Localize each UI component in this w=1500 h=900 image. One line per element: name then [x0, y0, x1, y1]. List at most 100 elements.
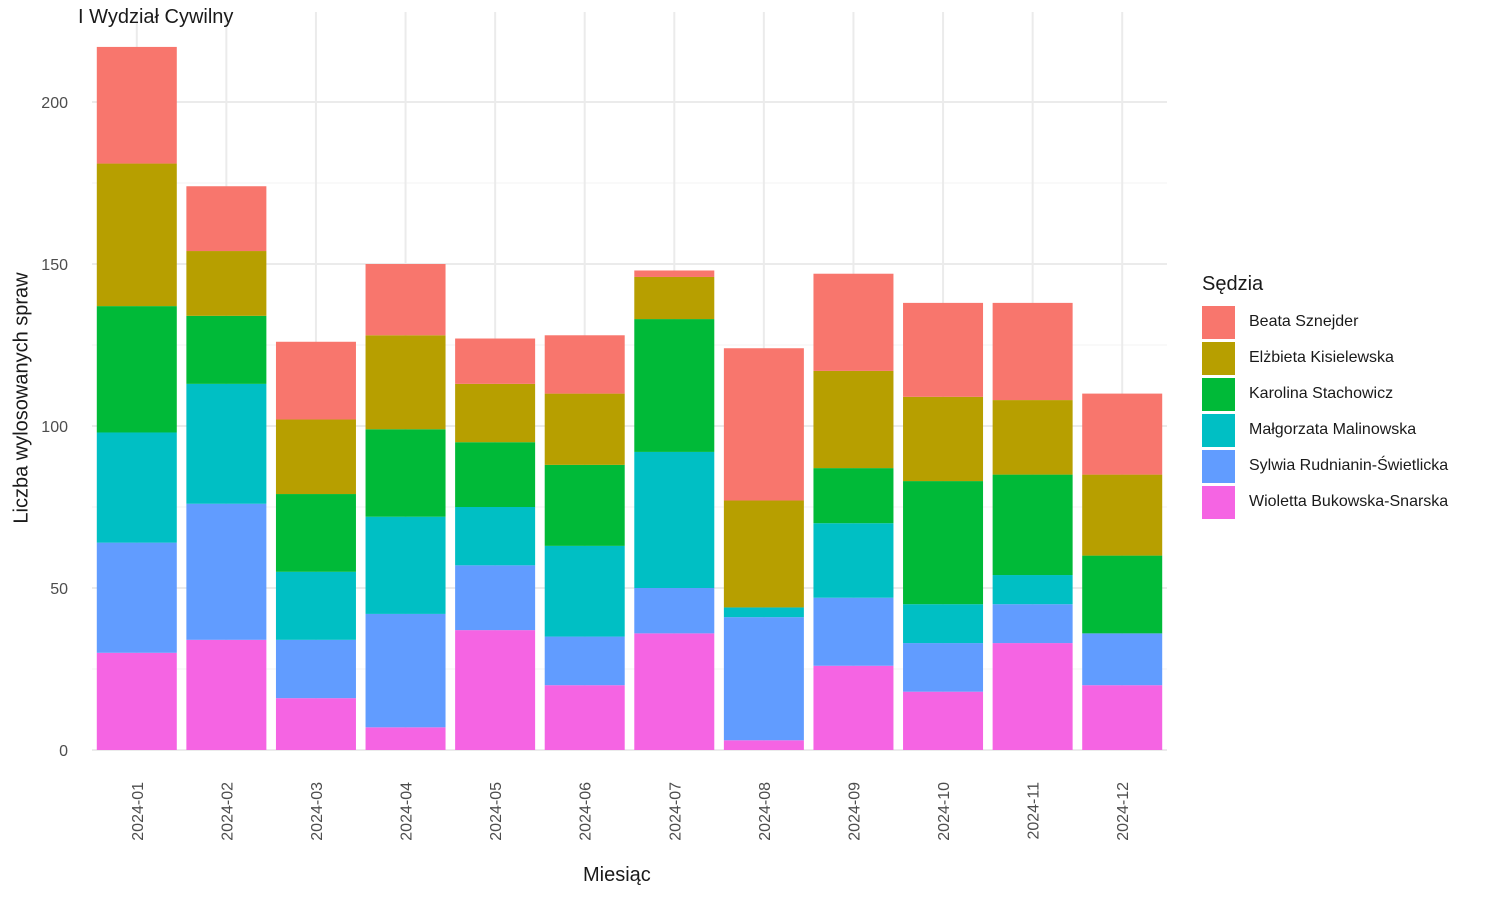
bar-segment [813, 370, 894, 469]
bar-segment [365, 516, 446, 614]
bar-segment [544, 545, 625, 637]
bar-segment [903, 302, 984, 397]
bar-segment [186, 315, 267, 384]
x-tick-label: 2024-11 [1026, 782, 1043, 840]
bar-segment [96, 306, 177, 433]
bar-segment [634, 276, 715, 320]
bar-segment [903, 691, 984, 750]
bar-segment [544, 636, 625, 686]
x-tick-label: 2024-08 [757, 782, 774, 841]
bar-segment [903, 643, 984, 692]
legend-swatch [1202, 377, 1235, 411]
legend: Sędzia Beata Sznejder Elżbieta Kisielewsk… [1202, 273, 1448, 520]
bar-segment [455, 338, 536, 384]
y-tick-label: 0 [59, 743, 68, 760]
legend-item: Karolina Stachowicz [1202, 376, 1448, 412]
legend-items: Beata Sznejder Elżbieta Kisielewska Karoli… [1202, 304, 1448, 520]
legend-swatch [1202, 413, 1235, 447]
bar-segment [723, 348, 804, 501]
bar-segment [992, 400, 1073, 475]
legend-swatch [1202, 449, 1235, 483]
legend-label: Elżbieta Kisielewska [1249, 349, 1394, 366]
legend-label: Małgorzata Malinowska [1249, 421, 1417, 438]
x-tick-label: 2024-12 [1115, 782, 1132, 841]
bar-segment [723, 500, 804, 608]
y-tick-labels: 0 50 100 150 200 [41, 95, 68, 760]
bar-segment [96, 652, 177, 750]
bar-segment [903, 481, 984, 605]
x-tick-label: 2024-01 [130, 782, 147, 841]
x-tick-label: 2024-02 [219, 782, 236, 841]
bar-segment [813, 523, 894, 598]
bar-segment [544, 393, 625, 465]
bar-segment [96, 542, 177, 653]
legend-item: Wioletta Bukowska-Snarska [1202, 484, 1448, 520]
bar-segment [365, 613, 446, 728]
bar-segment [455, 442, 536, 507]
bar-segment [903, 604, 984, 644]
legend-swatch [1202, 485, 1235, 519]
bar-segment [634, 319, 715, 452]
x-tick-label: 2024-07 [667, 782, 684, 841]
legend-label: Wioletta Bukowska-Snarska [1249, 493, 1449, 510]
bar-segment [455, 383, 536, 443]
legend-label: Sylwia Rudnianin-Świetlicka [1249, 457, 1449, 474]
bar-segment [275, 341, 356, 420]
bar-segment [365, 264, 446, 336]
bar-segment [365, 335, 446, 430]
bar-segment [544, 335, 625, 394]
bar-segment [186, 639, 267, 750]
x-tick-label: 2024-04 [399, 782, 416, 841]
x-tick-label: 2024-06 [578, 782, 595, 841]
legend-swatch [1202, 305, 1235, 339]
x-tick-labels: 2024-01 2024-02 2024-03 2024-04 2024-05 2024-… [130, 782, 1132, 841]
bar-segment [455, 630, 536, 750]
legend-item: Beata Sznejder [1202, 304, 1448, 340]
bar-segment [634, 633, 715, 750]
x-tick-label: 2024-03 [309, 782, 326, 841]
bar-segment [992, 302, 1073, 401]
x-tick-label: 2024-10 [936, 782, 953, 841]
legend-item: Sylwia Rudnianin-Świetlicka [1202, 448, 1448, 484]
bar-segment [813, 273, 894, 371]
y-tick-label: 200 [41, 95, 68, 112]
bar-segment [186, 503, 267, 640]
x-axis-label: Miesiąc [583, 864, 651, 886]
bar-segment [992, 604, 1073, 644]
bar-segment [634, 588, 715, 634]
bar-segment [544, 685, 625, 750]
legend-item: Małgorzata Malinowska [1202, 412, 1448, 448]
bar-segment [813, 468, 894, 524]
bar-segment [723, 607, 804, 618]
bar-segment [275, 698, 356, 750]
bar-segment [1082, 393, 1163, 475]
bar-segment [275, 639, 356, 699]
bar-segment [634, 270, 715, 277]
bar-segment [1082, 633, 1163, 686]
chart-title: I Wydział Cywilny [78, 6, 234, 28]
bar-segment [813, 665, 894, 750]
bar-segment [455, 507, 536, 566]
y-axis-label: Liczba wylosowanych spraw [10, 272, 33, 524]
bar-segment [96, 163, 177, 307]
legend-title: Sędzia [1202, 273, 1264, 295]
bar-segment [275, 494, 356, 572]
bar-segment [723, 617, 804, 741]
bar-segment [992, 643, 1073, 750]
bar-segment [186, 251, 267, 316]
legend-label: Karolina Stachowicz [1249, 385, 1394, 402]
bar-segment [186, 186, 267, 252]
bar-segment [96, 46, 177, 164]
y-tick-label: 50 [50, 581, 68, 598]
x-tick-label: 2024-09 [846, 782, 863, 841]
bar-segment [1082, 685, 1163, 750]
bar-segment [992, 575, 1073, 605]
bar-segment [365, 429, 446, 517]
bar-segment [544, 464, 625, 546]
bar-segment [992, 474, 1073, 576]
bar-segment [634, 451, 715, 588]
x-tick-label: 2024-05 [488, 782, 505, 841]
bar-segment [1082, 555, 1163, 634]
legend-item: Elżbieta Kisielewska [1202, 340, 1448, 376]
